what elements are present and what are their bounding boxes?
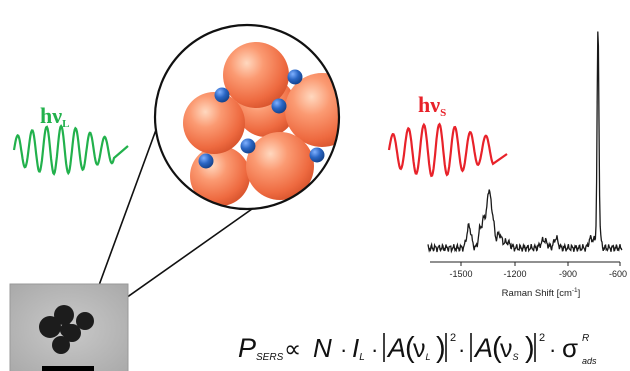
spectrum-xlabel: Raman Shift [cm-1] bbox=[502, 287, 581, 299]
paren: ( bbox=[492, 332, 502, 364]
tem-nanoparticle-cluster bbox=[39, 305, 94, 354]
formula-dot: · bbox=[340, 337, 347, 362]
tick-label: -600 bbox=[609, 269, 627, 279]
formula-a-l: A bbox=[386, 333, 406, 363]
formula-proportional: ∝ bbox=[284, 336, 301, 363]
molecule bbox=[309, 147, 325, 163]
formula-dot: · bbox=[458, 337, 465, 362]
formula-p: PSERS bbox=[238, 333, 284, 363]
molecule bbox=[198, 153, 214, 169]
molecule bbox=[271, 98, 287, 114]
scale-bar bbox=[42, 366, 94, 371]
nanoparticle bbox=[285, 73, 339, 147]
tick-label: -900 bbox=[559, 269, 577, 279]
tick-label: -1500 bbox=[449, 269, 472, 279]
sers-formula: PSERS ∝ N · IL · A ( νL ) 2 · A ( νS ) 2… bbox=[238, 332, 597, 366]
nanoparticle bbox=[223, 42, 289, 108]
formula-sigma-sub: ads bbox=[582, 356, 597, 366]
formula-i: IL bbox=[352, 333, 365, 363]
paren: ) bbox=[436, 332, 446, 364]
scattered-wave bbox=[387, 122, 508, 178]
tem-image bbox=[9, 283, 129, 371]
paren: ) bbox=[525, 332, 535, 364]
formula-dot: · bbox=[371, 337, 378, 362]
incident-wave bbox=[12, 124, 129, 176]
incident-light: hνL bbox=[12, 103, 129, 176]
incident-light-label: hνL bbox=[40, 103, 69, 130]
formula-n: N bbox=[313, 333, 332, 363]
formula-square: 2 bbox=[539, 332, 545, 344]
molecule bbox=[214, 87, 230, 103]
formula-square: 2 bbox=[450, 332, 456, 344]
paren: ( bbox=[405, 332, 415, 364]
tick-marks bbox=[460, 262, 621, 266]
formula-sigma: σ bbox=[562, 333, 578, 363]
molecule bbox=[287, 69, 303, 85]
formula-nu-s: νS bbox=[500, 335, 519, 363]
formula-dot: · bbox=[549, 337, 556, 362]
nanoparticle bbox=[246, 132, 314, 200]
scattered-light: hνS bbox=[387, 92, 508, 178]
formula-sigma-sup: R bbox=[582, 333, 589, 344]
raman-spectrum: -1500 -1200 -900 -600 Raman Shift [cm-1] bbox=[427, 31, 627, 299]
spectrum-line bbox=[427, 31, 623, 254]
tick-label: -1200 bbox=[503, 269, 526, 279]
formula-a-s: A bbox=[473, 333, 493, 363]
scattered-light-label: hνS bbox=[418, 92, 446, 119]
nanoparticle bbox=[190, 146, 250, 206]
adsorbed-molecules bbox=[198, 69, 325, 169]
nanoparticle bbox=[183, 92, 245, 154]
zoom-circle bbox=[153, 23, 341, 211]
molecule bbox=[240, 138, 256, 154]
formula-nu-l: νL bbox=[413, 335, 431, 363]
